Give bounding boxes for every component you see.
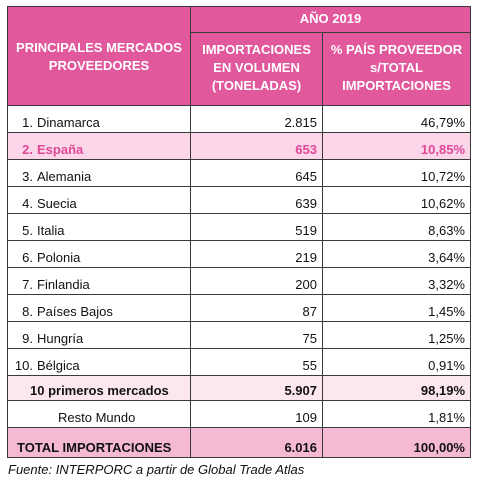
rank: 9. [22, 331, 33, 346]
summary-label: TOTAL IMPORTACIONES [7, 427, 191, 458]
rank: 5. [22, 223, 33, 238]
volume: 639 [190, 186, 323, 214]
summary-volume: 6.016 [190, 427, 323, 458]
market-cell: 5. Italia [7, 213, 191, 241]
summary-percent: 100,00% [322, 427, 471, 458]
volume: 200 [190, 267, 323, 295]
market-cell: 7. Finlandia [7, 267, 191, 295]
rank: 10. [14, 358, 33, 373]
market-name: España [37, 142, 84, 157]
percent: 10,62% [322, 186, 471, 214]
rank: 6. [22, 250, 33, 265]
percent: 3,32% [322, 267, 471, 295]
rank: 8. [22, 304, 33, 319]
rank: 3. [22, 169, 33, 184]
market-name: Bélgica [37, 358, 80, 373]
volume: 645 [190, 159, 323, 187]
market-cell: 9. Hungría [7, 321, 191, 349]
percent: 0,91% [322, 348, 471, 376]
market-cell: 4. Suecia [7, 186, 191, 214]
market-name: Finlandia [37, 277, 90, 292]
header-percent: % PAÍS PROVEEDOR s/TOTAL IMPORTACIONES [322, 32, 471, 106]
market-cell: 8. Países Bajos [7, 294, 191, 322]
market-name: Suecia [37, 196, 77, 211]
percent: 10,72% [322, 159, 471, 187]
header-volume: IMPORTACIONES EN VOLUMEN (TONELADAS) [190, 32, 323, 106]
rank: 4. [22, 196, 33, 211]
rank: 2. [22, 142, 33, 157]
market-name: Alemania [37, 169, 92, 184]
market-cell: 3. Alemania [7, 159, 191, 187]
volume: 519 [190, 213, 323, 241]
market-name: Países Bajos [37, 304, 113, 319]
summary-label: Resto Mundo [7, 400, 191, 428]
market-name: Hungría [37, 331, 84, 346]
summary-volume: 5.907 [190, 375, 323, 401]
percent: 8,63% [322, 213, 471, 241]
market-name: Italia [37, 223, 65, 238]
market-cell: 6. Polonia [7, 240, 191, 268]
volume: 219 [190, 240, 323, 268]
percent: 3,64% [322, 240, 471, 268]
summary-percent: 98,19% [322, 375, 471, 401]
rank: 1. [22, 115, 33, 130]
source-note: Fuente: INTERPORC a partir de Global Tra… [8, 462, 305, 477]
market-cell: 1. Dinamarca [7, 105, 191, 133]
volume: 55 [190, 348, 323, 376]
percent: 10,85% [322, 132, 471, 160]
volume: 87 [190, 294, 323, 322]
volume: 653 [190, 132, 323, 160]
market-cell: 2. España [7, 132, 191, 160]
percent: 46,79% [322, 105, 471, 133]
summary-volume: 109 [190, 400, 323, 428]
summary-label: 10 primeros mercados [7, 375, 191, 401]
header-year: AÑO 2019 [190, 6, 471, 33]
percent: 1,25% [322, 321, 471, 349]
header-markets: PRINCIPALES MERCADOS PROVEEDORES [7, 6, 191, 106]
percent: 1,45% [322, 294, 471, 322]
market-name: Polonia [37, 250, 81, 265]
summary-percent: 1,81% [322, 400, 471, 428]
volume: 75 [190, 321, 323, 349]
market-cell: 10. Bélgica [7, 348, 191, 376]
volume: 2.815 [190, 105, 323, 133]
rank: 7. [22, 277, 33, 292]
market-name: Dinamarca [37, 115, 100, 130]
